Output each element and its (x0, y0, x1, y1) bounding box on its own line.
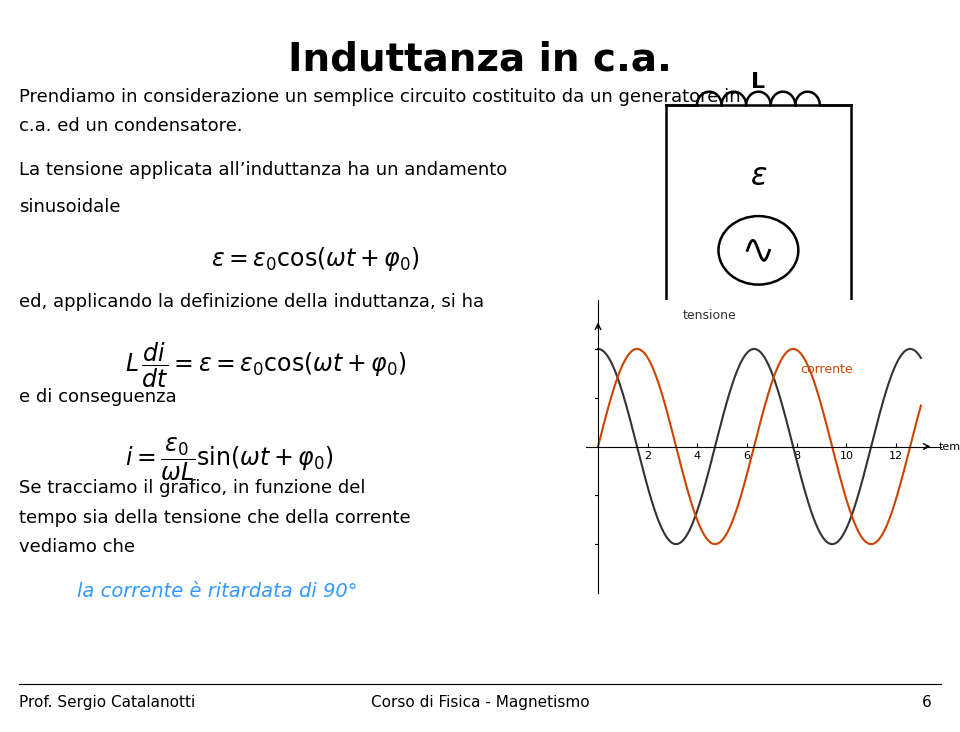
Text: La tensione applicata all’induttanza ha un andamento: La tensione applicata all’induttanza ha … (19, 161, 508, 179)
Text: L: L (752, 72, 765, 92)
Text: corrente: corrente (801, 363, 852, 376)
Text: $\varepsilon$: $\varepsilon$ (750, 162, 767, 191)
Text: vediamo che: vediamo che (19, 538, 135, 556)
Text: e di conseguenza: e di conseguenza (19, 388, 177, 406)
Text: ed, applicando la definizione della induttanza, si ha: ed, applicando la definizione della indu… (19, 293, 485, 311)
Text: tempo sia della tensione che della corrente: tempo sia della tensione che della corre… (19, 509, 411, 527)
Text: sinusoidale: sinusoidale (19, 198, 121, 216)
Text: tensione: tensione (683, 309, 736, 321)
Text: Prendiamo in considerazione un semplice circuito costituito da un generatore in: Prendiamo in considerazione un semplice … (19, 88, 741, 106)
Text: Se tracciamo il grafico, in funzione del: Se tracciamo il grafico, in funzione del (19, 479, 366, 498)
Text: tempo: tempo (938, 441, 960, 452)
Text: $\varepsilon = \varepsilon_0 \cos(\omega t + \varphi_0)$: $\varepsilon = \varepsilon_0 \cos(\omega… (211, 245, 420, 273)
Text: Corso di Fisica - Magnetismo: Corso di Fisica - Magnetismo (371, 695, 589, 710)
Text: $L\,\dfrac{di}{dt} = \varepsilon = \varepsilon_0 \cos(\omega t + \varphi_0)$: $L\,\dfrac{di}{dt} = \varepsilon = \vare… (125, 340, 407, 389)
Text: la corrente è ritardata di 90°: la corrente è ritardata di 90° (77, 582, 357, 601)
Text: 6: 6 (922, 695, 931, 710)
Text: $i = \dfrac{\varepsilon_0}{\omega L} \sin(\omega t + \varphi_0)$: $i = \dfrac{\varepsilon_0}{\omega L} \si… (125, 436, 333, 483)
Text: c.a. ed un condensatore.: c.a. ed un condensatore. (19, 117, 243, 135)
Text: Prof. Sergio Catalanotti: Prof. Sergio Catalanotti (19, 695, 196, 710)
Text: Induttanza in c.a.: Induttanza in c.a. (288, 40, 672, 78)
